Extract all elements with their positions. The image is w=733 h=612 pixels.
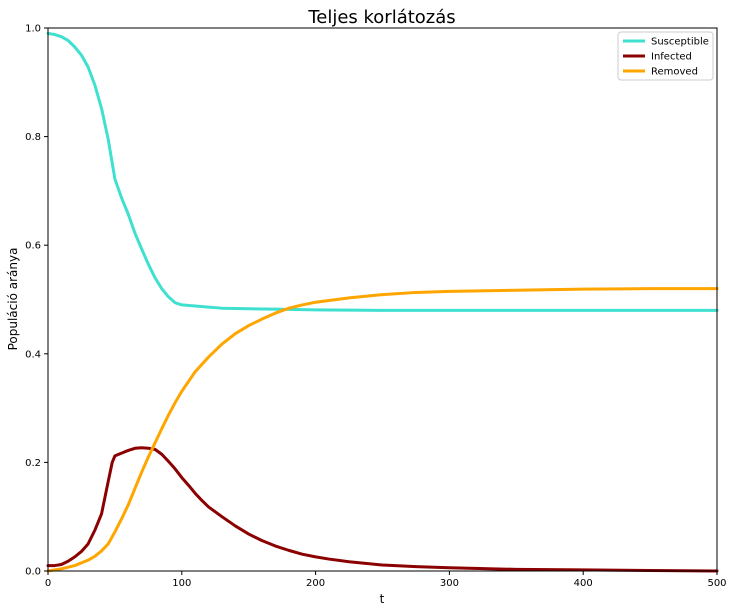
x-tick-label: 200 [306, 578, 325, 589]
series-layer [46, 31, 719, 573]
chart-title: Teljes korlátozás [307, 7, 455, 28]
y-tick-label: 0.0 [25, 567, 41, 578]
legend-items: Susceptible Infected Removed [623, 37, 709, 78]
legend-box [617, 31, 714, 81]
series-line-removed [46, 287, 719, 573]
x-tick-label: 0 [45, 578, 51, 589]
legend-label-removed: Removed [651, 67, 698, 78]
legend-label-infected: Infected [651, 52, 692, 63]
y-axis-ticks: 0.0 0.2 0.4 0.6 0.8 1.0 [25, 24, 48, 578]
legend-label-susceptible: Susceptible [651, 37, 709, 48]
y-axis-label: Populáció aránya [6, 248, 20, 351]
y-tick-label: 1.0 [25, 24, 41, 35]
legend: Susceptible Infected Removed [617, 31, 714, 81]
plot-frame [47, 27, 718, 572]
x-tick-label: 300 [440, 578, 459, 589]
x-tick-label: 500 [707, 578, 726, 589]
y-tick-label: 0.4 [25, 349, 41, 360]
x-tick-label: 100 [172, 578, 191, 589]
y-tick-label: 0.2 [25, 458, 41, 469]
x-axis-label: t [380, 592, 385, 606]
y-tick-label: 0.6 [25, 241, 41, 252]
x-tick-label: 400 [574, 578, 593, 589]
x-axis-ticks: 0 100 200 300 400 500 [45, 571, 727, 589]
series-line-infected [46, 446, 719, 573]
y-tick-label: 0.8 [25, 132, 41, 143]
